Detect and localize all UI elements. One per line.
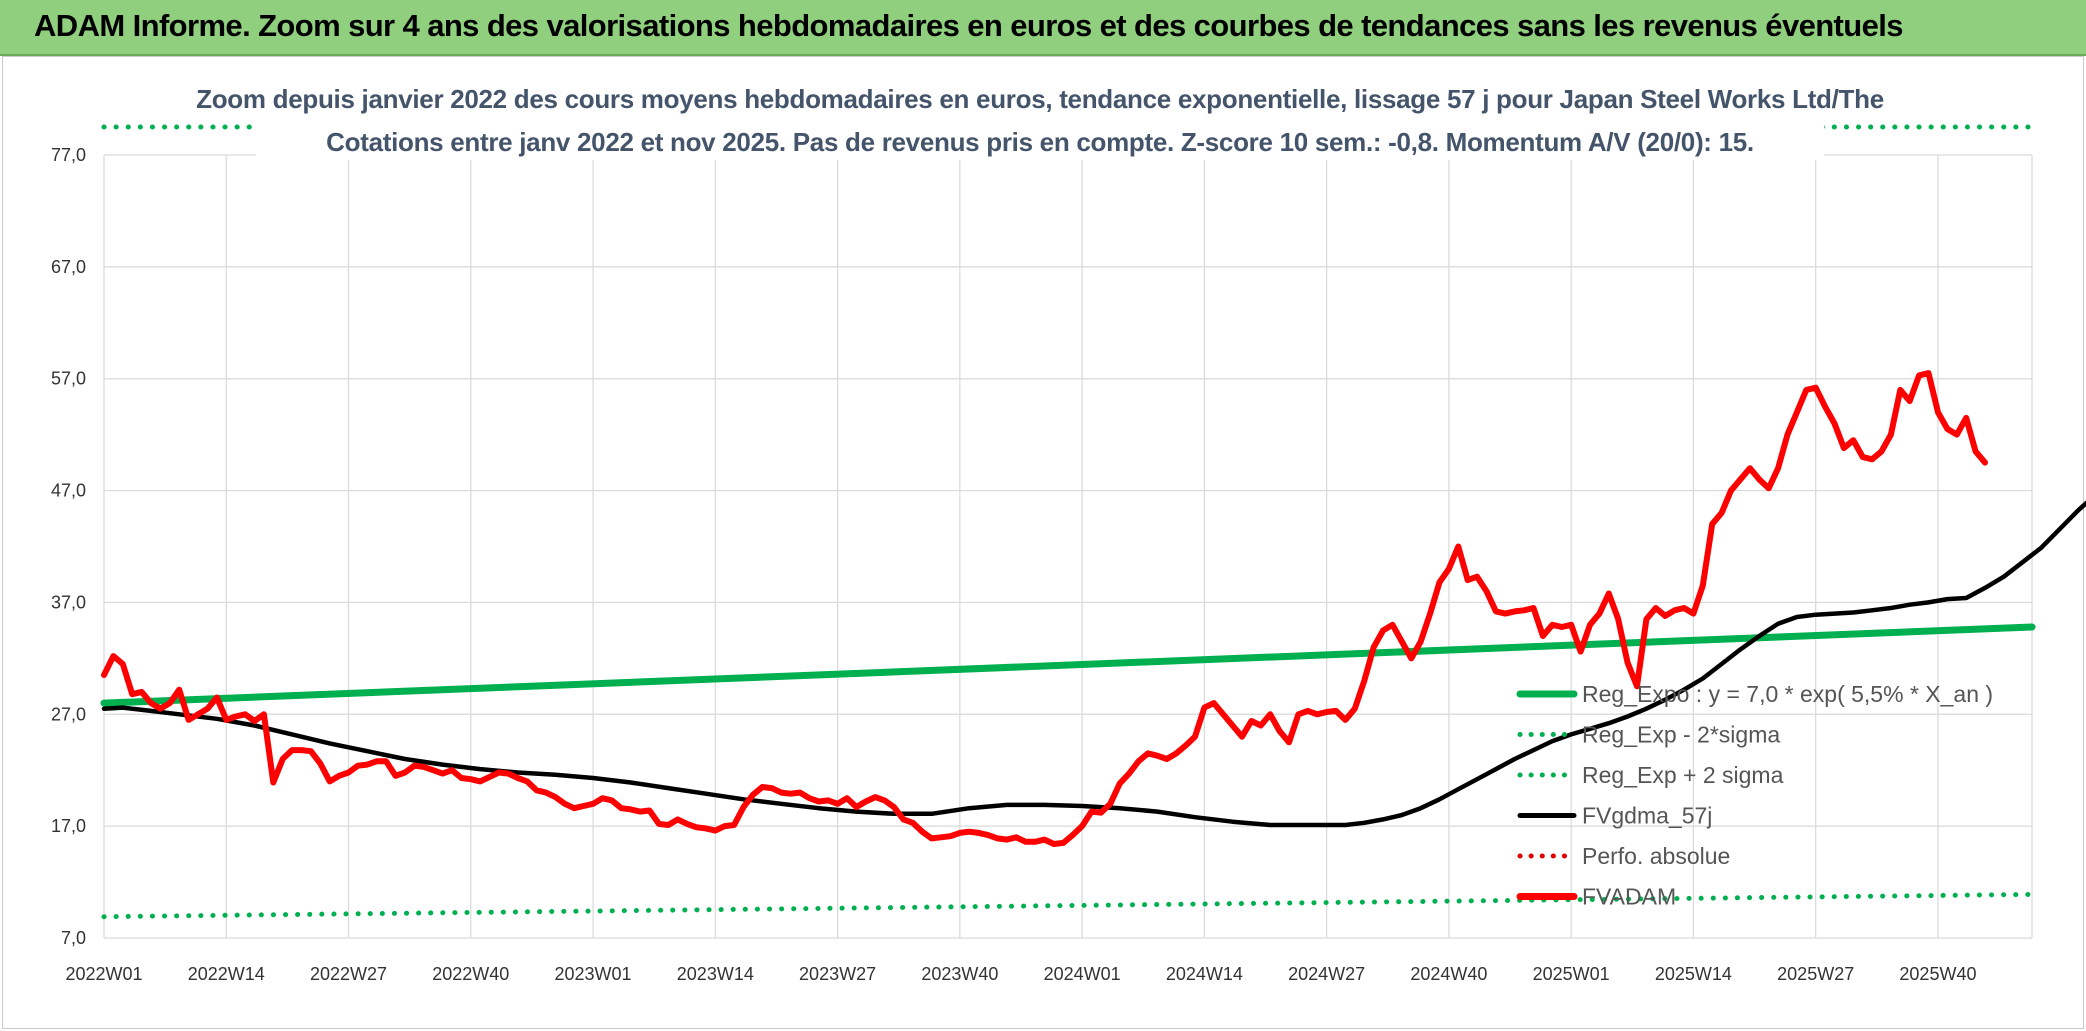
- x-tick-label: 2024W14: [1166, 964, 1243, 984]
- legend-label: Perfo. absolue: [1582, 843, 1730, 869]
- y-tick-label: 67,0: [51, 257, 86, 277]
- legend-label: FVgdma_57j: [1582, 803, 1712, 829]
- x-tick-label: 2022W27: [310, 964, 387, 984]
- x-tick-label: 2024W27: [1288, 964, 1365, 984]
- chart-title-line-2: Cotations entre janv 2022 et nov 2025. P…: [326, 127, 1754, 157]
- series-lines: [100, 124, 2086, 920]
- grid-lines: [103, 154, 2033, 939]
- y-tick-label: 37,0: [51, 592, 86, 612]
- y-tick-label: 7,0: [61, 928, 86, 948]
- x-tick-label: 2022W40: [432, 964, 509, 984]
- legend-label: FVADAM: [1582, 884, 1676, 910]
- legend-label: Reg_Exp - 2*sigma: [1582, 722, 1780, 748]
- x-tick-label: 2022W14: [188, 964, 265, 984]
- y-tick-label: 27,0: [51, 704, 86, 724]
- x-tick-label: 2023W40: [921, 964, 998, 984]
- chart-frame: [2, 56, 2084, 1029]
- legend-label: Reg_Exp + 2 sigma: [1582, 762, 1784, 788]
- report-title: ADAM Informe. Zoom sur 4 ans des valoris…: [34, 8, 1904, 43]
- y-tick-label: 47,0: [51, 481, 86, 501]
- report-header: ADAM Informe. Zoom sur 4 ans des valoris…: [0, 0, 2086, 56]
- x-tick-label: 2025W14: [1655, 964, 1732, 984]
- y-tick-label: 77,0: [51, 145, 86, 165]
- series-line-0: [100, 623, 2036, 707]
- x-tick-label: 2024W01: [1044, 964, 1121, 984]
- legend: Reg_Expo : y = 7,0 * exp( 5,5% * X_an ) R…: [1516, 681, 1993, 910]
- x-axis-ticks: 2022W01 2022W14 2022W27 2022W40 2023W01 2023W…: [65, 964, 1976, 984]
- legend-label: Reg_Expo : y = 7,0 * exp( 5,5% * X_an ): [1582, 681, 1993, 707]
- y-axis-ticks: 7,0 17,0 27,0 37,0 47,0 57,0 67,0 77,0: [51, 145, 86, 948]
- series-line-5: [101, 370, 1988, 847]
- x-tick-label: 2024W40: [1410, 964, 1487, 984]
- x-tick-label: 2025W27: [1777, 964, 1854, 984]
- chart-title-line-1: Zoom depuis janvier 2022 des cours moyen…: [196, 84, 1884, 114]
- x-tick-label: 2023W01: [555, 964, 632, 984]
- series-line-1: [101, 891, 2035, 920]
- x-tick-label: 2025W40: [1899, 964, 1976, 984]
- x-tick-label: 2025W01: [1533, 964, 1610, 984]
- x-tick-label: 2023W14: [677, 964, 754, 984]
- x-tick-label: 2023W27: [799, 964, 876, 984]
- y-tick-label: 17,0: [51, 816, 86, 836]
- x-tick-label: 2022W01: [65, 964, 142, 984]
- y-tick-label: 57,0: [51, 369, 86, 389]
- series-line-3: [101, 500, 2086, 828]
- chart-title-background: [256, 76, 1824, 160]
